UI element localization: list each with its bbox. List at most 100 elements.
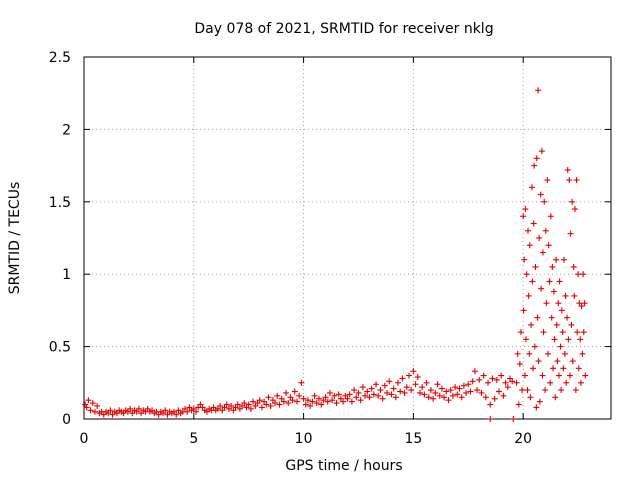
data-point xyxy=(135,405,142,412)
data-point xyxy=(272,400,279,407)
data-point xyxy=(526,350,533,357)
data-point xyxy=(228,402,235,409)
data-point xyxy=(289,397,296,404)
data-point xyxy=(521,372,528,379)
data-point xyxy=(241,400,248,407)
data-point xyxy=(291,388,298,395)
data-point xyxy=(355,389,362,396)
data-point xyxy=(526,242,533,249)
data-point xyxy=(480,372,487,379)
data-point xyxy=(534,314,541,321)
y-tick-label: 0.5 xyxy=(49,340,71,356)
data-point xyxy=(536,235,543,241)
data-point xyxy=(364,388,371,395)
chart-title: Day 078 of 2021, SRMTID for receiver nkl… xyxy=(194,21,493,37)
data-point xyxy=(502,379,509,386)
data-point xyxy=(504,384,511,391)
data-point xyxy=(568,321,575,328)
data-point xyxy=(566,372,573,379)
data-point xyxy=(315,395,322,402)
data-point xyxy=(542,387,549,394)
data-point xyxy=(550,365,557,372)
data-point xyxy=(567,230,574,237)
data-point xyxy=(335,391,342,398)
data-point xyxy=(482,394,489,401)
data-point xyxy=(551,336,558,343)
data-point xyxy=(333,400,340,407)
data-point xyxy=(353,394,360,401)
data-points xyxy=(82,87,589,422)
data-point xyxy=(395,379,402,386)
y-tick-label: 2 xyxy=(62,122,71,138)
data-point xyxy=(539,249,546,256)
data-point xyxy=(456,385,463,392)
data-point xyxy=(307,402,314,409)
data-point xyxy=(173,411,180,418)
data-point xyxy=(536,398,543,405)
data-point xyxy=(549,263,556,270)
data-point xyxy=(520,307,527,314)
data-point xyxy=(263,401,270,408)
data-point xyxy=(556,278,563,285)
data-point xyxy=(390,385,397,392)
data-point xyxy=(544,177,551,184)
data-point xyxy=(245,401,252,408)
data-point xyxy=(560,365,567,372)
data-point xyxy=(379,395,386,402)
data-point xyxy=(550,288,557,295)
data-point xyxy=(397,388,404,395)
data-point xyxy=(516,360,523,367)
data-point xyxy=(561,350,568,357)
data-point xyxy=(85,397,92,404)
data-point xyxy=(532,263,539,270)
data-point xyxy=(250,398,257,405)
data-point xyxy=(324,398,331,405)
data-point xyxy=(405,372,412,379)
data-point xyxy=(329,397,336,404)
data-point xyxy=(432,389,439,396)
data-point xyxy=(524,227,531,234)
data-point xyxy=(580,271,587,278)
data-point xyxy=(381,382,388,389)
data-point xyxy=(571,206,578,213)
data-point xyxy=(543,300,550,307)
data-point xyxy=(545,242,552,249)
data-point xyxy=(564,314,571,321)
x-tick-label: 15 xyxy=(404,431,422,447)
grid xyxy=(84,57,611,419)
data-point xyxy=(87,407,94,414)
data-point xyxy=(535,87,542,94)
data-point xyxy=(399,375,406,382)
data-point xyxy=(542,227,549,234)
data-point xyxy=(496,388,503,395)
x-tick-label: 20 xyxy=(514,431,532,447)
data-point xyxy=(340,398,347,405)
data-point xyxy=(529,278,536,285)
data-point xyxy=(478,389,485,396)
data-point xyxy=(540,329,547,336)
data-point xyxy=(570,263,577,270)
data-point xyxy=(569,198,576,205)
data-point xyxy=(127,405,134,412)
data-point xyxy=(557,343,564,350)
data-point xyxy=(538,285,545,292)
data-point xyxy=(449,392,456,399)
data-point xyxy=(514,350,521,357)
data-point xyxy=(91,408,98,415)
data-point xyxy=(107,407,114,414)
data-point xyxy=(548,314,555,321)
data-point xyxy=(280,398,287,405)
data-point xyxy=(447,387,454,394)
data-point xyxy=(458,394,465,401)
data-point xyxy=(489,375,496,382)
data-point xyxy=(465,381,472,388)
data-point xyxy=(558,307,565,314)
data-point xyxy=(578,303,585,310)
data-point xyxy=(562,292,569,299)
data-point xyxy=(217,402,224,409)
data-point xyxy=(552,394,559,401)
data-point xyxy=(509,378,516,385)
data-point xyxy=(487,416,494,422)
data-point xyxy=(547,213,554,220)
data-point xyxy=(467,388,474,395)
